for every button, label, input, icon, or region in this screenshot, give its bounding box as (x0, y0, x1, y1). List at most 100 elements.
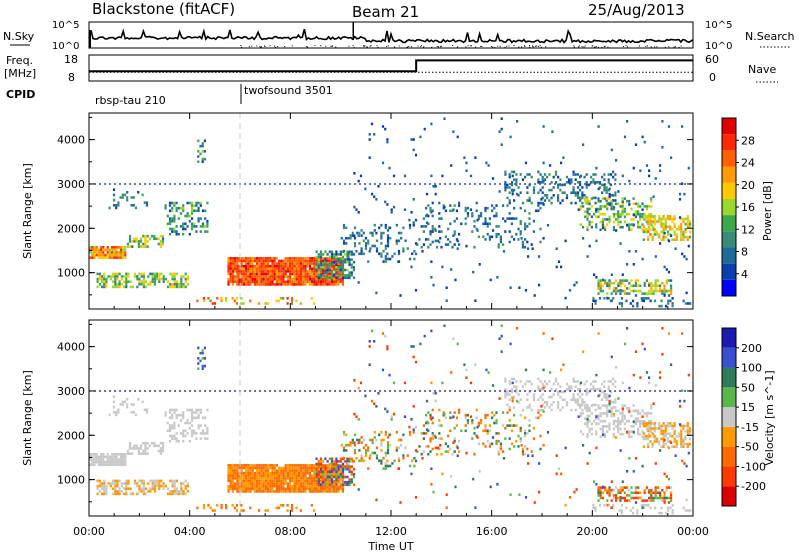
power-cell (650, 289, 653, 293)
velocity-cell (574, 408, 577, 412)
velocity-cell (540, 405, 543, 408)
velocity-cell (594, 380, 597, 383)
velocity-cell (416, 450, 419, 453)
velocity-cell (240, 482, 243, 485)
velocity-cell (561, 398, 564, 401)
power-cell (207, 297, 210, 300)
velocity-cell (203, 357, 206, 360)
power-cell (594, 173, 597, 176)
velocity-cell (610, 480, 613, 483)
power-cell (464, 206, 467, 210)
velocity-cell (145, 408, 149, 411)
nsearch-dot (668, 46, 670, 48)
power-cell (123, 285, 126, 289)
power-cell (328, 264, 331, 268)
power-cell (550, 196, 553, 200)
power-cell (337, 260, 340, 264)
velocity-cell (680, 429, 683, 433)
velocity-cell (315, 490, 318, 493)
power-cell (582, 143, 585, 146)
power-cell (295, 275, 298, 278)
power-cell (315, 257, 318, 260)
velocity-cell (427, 421, 430, 425)
power-cell (539, 201, 542, 205)
nsky-frame (88, 21, 694, 49)
velocity-cell (134, 413, 138, 417)
power-cell (112, 272, 115, 276)
power-cell (621, 210, 624, 213)
velocity-cell (188, 426, 191, 430)
velocity-cell (425, 445, 428, 448)
velocity-cell (474, 363, 477, 366)
power-cell (267, 259, 270, 263)
power-cell (464, 209, 467, 213)
power-cell (524, 175, 527, 179)
power-cell (357, 179, 360, 183)
velocity-cell (311, 490, 314, 493)
power-cell (451, 245, 454, 249)
velocity-cell (641, 419, 644, 423)
power-cell (584, 210, 587, 213)
power-cell (311, 280, 314, 284)
power-cell (488, 235, 491, 239)
velocity-cell (182, 482, 185, 485)
nsky-label: N.Sky (3, 30, 35, 43)
power-cell (632, 263, 635, 266)
power-cell (341, 257, 344, 260)
velocity-cell (452, 441, 455, 444)
velocity-cell (186, 432, 189, 435)
velocity-cell (308, 474, 311, 478)
power-cell (353, 234, 356, 237)
power-cell (519, 173, 522, 176)
power-cell (680, 225, 683, 228)
nsearch-dot (497, 45, 499, 47)
velocity-cell (322, 490, 325, 493)
power-cell (395, 242, 398, 245)
velocity-cell (264, 482, 267, 485)
velocity-cell (130, 403, 133, 406)
power-cell (96, 280, 99, 283)
velocity-cell (452, 337, 455, 340)
power-cell (229, 259, 232, 263)
power-cell (362, 239, 365, 243)
velocity-cell (386, 443, 390, 447)
power-cell (587, 183, 591, 187)
power-cell (482, 222, 485, 226)
power-cell (628, 199, 631, 203)
power-cell (137, 191, 140, 194)
power-cell (300, 264, 303, 268)
velocity-cell (229, 471, 232, 475)
velocity-cell (513, 406, 516, 409)
velocity-cell (253, 466, 256, 470)
power-cell (380, 223, 383, 227)
velocity-cell (649, 440, 652, 443)
velocity-cell (177, 424, 180, 427)
power-cell (639, 212, 642, 216)
power-cell (666, 215, 670, 218)
velocity-cell (488, 442, 491, 446)
power-cell (258, 267, 261, 271)
power-cell (452, 234, 455, 237)
power-cell (112, 275, 115, 278)
velocity-cell (464, 429, 467, 433)
nsearch-dot (264, 46, 266, 48)
power-cell (628, 292, 631, 295)
power-cell (229, 270, 232, 273)
power-cell (597, 210, 600, 213)
velocity-cell (637, 427, 640, 431)
power-cell (290, 299, 294, 303)
velocity-cell (528, 380, 531, 383)
velocity-cell (341, 478, 345, 481)
power-cell (504, 188, 507, 192)
velocity-cell (148, 444, 151, 448)
velocity-cell (651, 422, 654, 425)
velocity-cell (380, 441, 383, 444)
power-cell (253, 257, 256, 260)
power-cell (229, 264, 232, 268)
velocity-cell (528, 406, 531, 409)
velocity-cell (614, 401, 617, 404)
power-cell (313, 275, 316, 278)
power-cell (590, 225, 593, 229)
velocity-cell (169, 492, 172, 496)
velocity-cell (297, 477, 300, 480)
